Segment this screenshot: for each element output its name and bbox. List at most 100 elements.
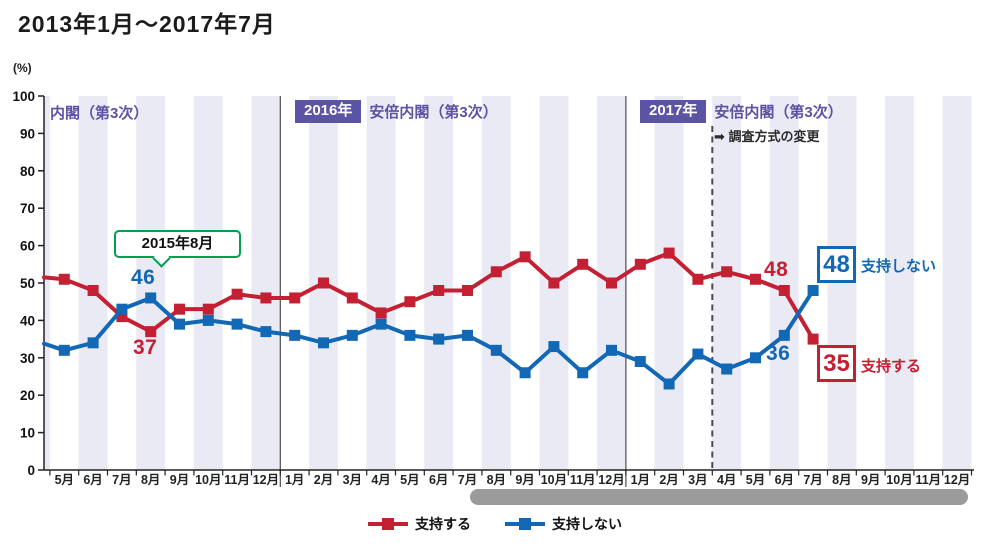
data-point-oppose xyxy=(519,367,531,379)
x-axis-label: 10月 xyxy=(195,473,221,487)
grid-stripe xyxy=(481,96,511,470)
data-point-support xyxy=(519,251,531,263)
data-point-support xyxy=(807,333,819,345)
x-axis-label: 5月 xyxy=(400,473,419,487)
grid-stripe xyxy=(769,96,799,470)
end-value-box-oppose: 48 xyxy=(817,246,856,283)
section-2016: 2016年 安倍内閣（第3次） xyxy=(295,100,498,123)
data-point-oppose xyxy=(807,284,819,296)
x-axis-label: 5月 xyxy=(746,473,765,487)
data-point-oppose xyxy=(145,292,157,304)
grid-stripe xyxy=(885,96,914,470)
data-point-support xyxy=(145,326,157,338)
cabinet-label-2016: 安倍内閣（第3次） xyxy=(369,104,498,121)
end-value-box-support: 35 xyxy=(817,345,856,382)
grid-stripe xyxy=(654,96,684,470)
x-axis-label: 12月 xyxy=(253,473,279,487)
x-axis-label: 11月 xyxy=(570,473,596,487)
x-axis-label: 12月 xyxy=(598,473,624,487)
y-axis-label: 30 xyxy=(20,351,35,366)
grid-stripe xyxy=(136,96,166,470)
data-point-support xyxy=(260,292,272,304)
page-title: 2013年1月～2017年7月 xyxy=(18,11,276,37)
data-point-support xyxy=(87,284,99,296)
data-point-support xyxy=(318,277,329,289)
x-axis-label: 8月 xyxy=(487,473,506,487)
x-axis-label: 9月 xyxy=(170,473,189,487)
data-point-support xyxy=(462,284,473,296)
grid-stripe xyxy=(712,96,742,470)
data-point-oppose xyxy=(433,333,445,345)
value-label-jun2017-oppose: 36 xyxy=(766,342,791,365)
x-axis-label: 1月 xyxy=(631,473,650,487)
legend-item-oppose: 支持しない xyxy=(505,514,622,534)
data-point-oppose xyxy=(87,337,99,349)
data-point-support xyxy=(548,277,560,289)
data-point-oppose xyxy=(606,344,617,356)
data-point-oppose xyxy=(318,337,329,349)
value-label-aug2015-support: 37 xyxy=(133,336,158,359)
x-axis-label: 1月 xyxy=(285,473,304,487)
y-axis-label: 90 xyxy=(20,126,35,141)
series-line-oppose xyxy=(42,288,816,386)
x-axis-label: 11月 xyxy=(915,473,941,487)
y-axis-label: 20 xyxy=(20,388,35,403)
legend-marker-red-icon xyxy=(368,518,408,530)
y-axis-label: 0 xyxy=(27,463,35,478)
cabinet-label-left: 内閣（第3次） xyxy=(50,105,149,122)
data-point-support xyxy=(577,258,589,270)
data-point-oppose xyxy=(778,329,790,341)
data-point-support xyxy=(58,273,70,285)
data-point-oppose xyxy=(577,367,589,379)
x-axis-label: 2月 xyxy=(314,473,333,487)
data-point-oppose xyxy=(174,318,185,330)
x-axis-label: 8月 xyxy=(832,473,851,487)
cabinet-label-2017: 安倍内閣（第3次） xyxy=(714,104,843,121)
data-point-oppose xyxy=(634,356,646,368)
legend-item-support: 支持する xyxy=(368,514,471,534)
x-axis-label: 10月 xyxy=(541,473,567,487)
grid-stripe xyxy=(366,96,396,470)
data-point-oppose xyxy=(462,329,473,341)
year-badge-2016: 2016年 xyxy=(295,100,362,123)
value-label-aug2015-oppose: 46 xyxy=(131,266,156,289)
data-point-oppose xyxy=(260,326,272,338)
data-point-support xyxy=(202,303,214,315)
x-axis-label: 12月 xyxy=(944,473,970,487)
data-point-oppose xyxy=(750,352,761,364)
x-axis-label: 6月 xyxy=(429,473,448,487)
data-point-oppose xyxy=(202,314,214,326)
x-axis-label: 2月 xyxy=(659,473,678,487)
scrollbar-thumb[interactable] xyxy=(470,489,968,505)
grid-stripe xyxy=(193,96,223,470)
y-axis-label: 60 xyxy=(20,239,35,254)
data-point-oppose xyxy=(346,329,358,341)
y-axis-label: 40 xyxy=(20,313,35,328)
data-point-oppose xyxy=(490,344,502,356)
grid-stripe xyxy=(78,96,108,470)
data-point-oppose xyxy=(404,329,416,341)
x-axis-label: 3月 xyxy=(688,473,707,487)
grid-stripe xyxy=(942,96,972,470)
x-axis-label: 4月 xyxy=(371,473,390,487)
x-axis-label: 10月 xyxy=(886,473,912,487)
year-badge-2017: 2017年 xyxy=(640,100,707,123)
data-point-oppose xyxy=(663,378,675,390)
y-axis-label: 50 xyxy=(20,276,35,291)
data-point-oppose xyxy=(721,363,733,375)
data-point-support xyxy=(289,292,301,304)
survey-method-change-note: ➡ 調査方式の変更 xyxy=(714,129,820,144)
data-point-support xyxy=(174,303,185,315)
x-axis-label: 4月 xyxy=(717,473,736,487)
x-axis-label: 6月 xyxy=(83,473,102,487)
data-point-oppose xyxy=(548,341,560,353)
x-axis-label: 7月 xyxy=(112,473,131,487)
data-point-support xyxy=(116,311,128,323)
data-point-oppose xyxy=(231,318,243,330)
data-point-oppose xyxy=(289,329,301,341)
end-series-label-support: 支持する xyxy=(861,358,922,375)
data-point-support xyxy=(663,247,675,259)
grid-stripe xyxy=(251,96,281,470)
data-point-support xyxy=(433,284,445,296)
